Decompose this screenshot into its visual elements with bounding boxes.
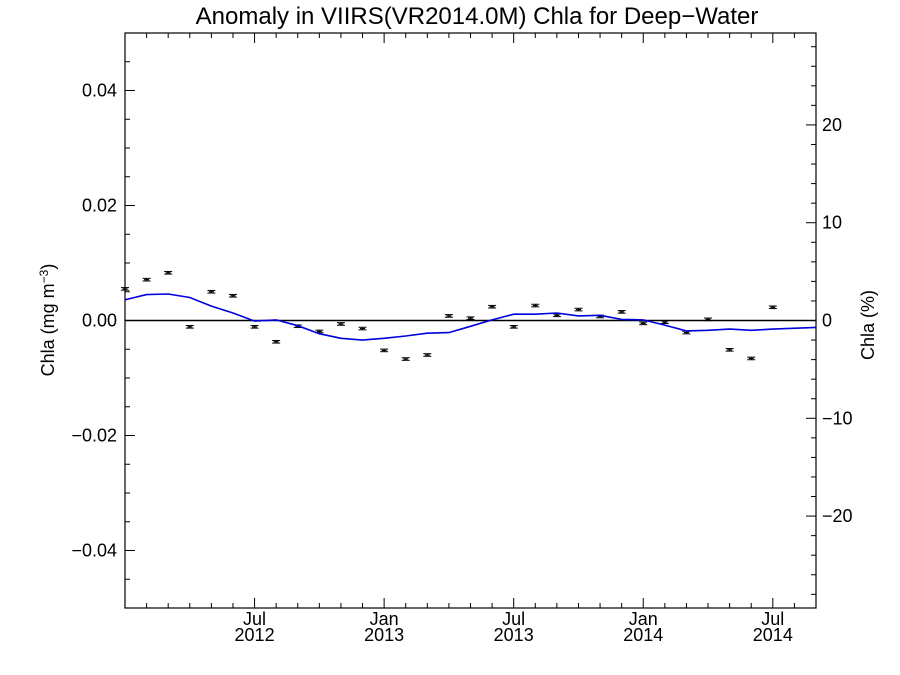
y2-tick-label: 10 [822, 213, 842, 233]
y-tick-label: 0.04 [82, 81, 117, 101]
data-point [574, 307, 583, 312]
data-point [142, 277, 151, 282]
x-tick-year-label: 2013 [494, 625, 534, 645]
data-point [768, 305, 777, 310]
data-point [639, 321, 648, 326]
data-point [358, 326, 367, 331]
y2-tick-label: −10 [822, 408, 853, 428]
data-point [207, 289, 216, 294]
y2-tick-label: −20 [822, 506, 853, 526]
data-point [423, 353, 432, 357]
y-axis-label-left: Chla (mg m−3) [37, 264, 58, 377]
y2-tick-label: 0 [822, 311, 832, 331]
y-axis-label-right: Chla (%) [858, 290, 878, 360]
x-tick-label: Jan [370, 609, 399, 629]
x-tick-label: Jan [629, 609, 658, 629]
x-tick-year-label: 2014 [623, 625, 663, 645]
data-point [704, 317, 713, 322]
y2-tick-label: 20 [822, 115, 842, 135]
x-tick-year-label: 2014 [753, 625, 793, 645]
data-point [164, 270, 173, 275]
data-point [552, 313, 561, 318]
y-tick-label: 0.02 [82, 196, 117, 216]
x-tick-year-label: 2013 [364, 625, 404, 645]
data-point [531, 303, 540, 308]
data-point [660, 320, 669, 325]
y-tick-label: 0.00 [82, 311, 117, 331]
data-point [617, 310, 626, 314]
x-tick-label: Jul [502, 609, 525, 629]
x-tick-label: Jul [761, 609, 784, 629]
data-point [488, 304, 497, 309]
y-tick-label: −0.02 [71, 426, 117, 446]
x-tick-label: Jul [243, 609, 266, 629]
y-tick-label: −0.04 [71, 541, 117, 561]
data-point [725, 348, 734, 352]
x-tick-year-label: 2012 [235, 625, 275, 645]
data-point [185, 325, 194, 329]
plot-area [121, 270, 817, 361]
data-point [444, 314, 453, 318]
data-point [747, 356, 756, 361]
data-point [380, 348, 389, 353]
data-point [466, 316, 475, 320]
data-point [228, 293, 237, 298]
data-point [336, 322, 345, 326]
data-point [401, 357, 410, 361]
right-axis: 20 10 0 −10 −20 [806, 46, 853, 595]
data-point [509, 325, 518, 329]
data-point [250, 325, 259, 329]
trend-line [124, 293, 817, 341]
left-axis: 0.04 0.02 0.00 −0.02 −0.04 [71, 32, 135, 609]
chart-title: Anomaly in VIIRS(VR2014.0M) Chla for Dee… [196, 3, 759, 30]
data-point [272, 339, 281, 344]
